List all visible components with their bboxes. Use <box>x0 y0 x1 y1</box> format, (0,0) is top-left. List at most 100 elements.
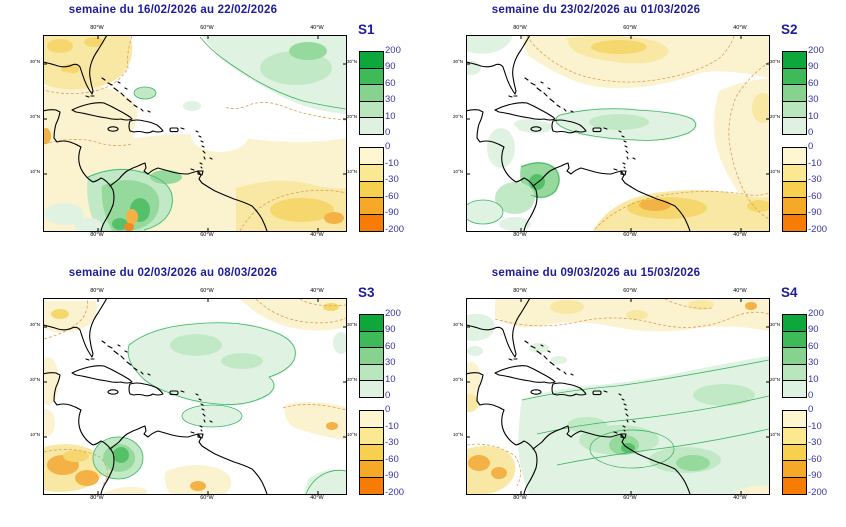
lon-tick-label: 80°W <box>90 495 104 501</box>
colorbar-cell <box>360 164 383 182</box>
lon-tick-label: 80°W <box>513 495 527 501</box>
colorbar-tick: 0 <box>808 141 814 152</box>
colorbar-tick: 30 <box>808 94 819 105</box>
colorbar-tick: -90 <box>385 470 399 481</box>
lat-tick-label: 30°N <box>452 59 463 64</box>
colorbar-tick: 0 <box>808 390 814 401</box>
lon-tick-label: 80°W <box>90 232 104 238</box>
forecast-panel-s2: semaine du 23/02/2026 au 01/03/2026 S2 8… <box>423 0 846 264</box>
lon-tick-label: 40°W <box>733 495 747 501</box>
colorbar-cell <box>783 164 806 182</box>
lat-tick-label: 30°N <box>29 59 40 64</box>
colorbar-tick: 0 <box>385 404 391 415</box>
colorbar-negative <box>782 410 807 495</box>
colorbar-tick: 60 <box>808 341 819 352</box>
colorbar-cell <box>360 68 383 86</box>
lat-tick-label: 10°N <box>347 169 358 174</box>
anomaly-map-s3 <box>43 298 347 495</box>
colorbar-tick: 90 <box>808 61 819 72</box>
lat-tick-label: 10°N <box>452 432 463 437</box>
colorbar-cell <box>360 381 383 397</box>
colorbar-tick: 30 <box>808 357 819 368</box>
lead-time-label: S1 <box>358 22 375 37</box>
colorbar-tick: 0 <box>385 127 391 138</box>
lat-tick-label: 10°N <box>29 432 40 437</box>
colorbar-tick: 10 <box>385 374 396 385</box>
colorbar-cell <box>783 444 806 462</box>
lat-tick-label: 20°N <box>452 377 463 382</box>
colorbar-tick: 90 <box>808 324 819 335</box>
colorbar-tick: -200 <box>385 224 405 235</box>
map-fill-blobs <box>44 299 346 494</box>
colorbar-cell <box>783 461 806 479</box>
colorbar-cell <box>360 85 383 102</box>
map-fill-blobs <box>467 299 769 494</box>
colorbar-cell <box>360 118 383 134</box>
panel-title: semaine du 02/03/2026 au 08/03/2026 <box>68 267 278 279</box>
lat-tick-label: 10°N <box>452 169 463 174</box>
colorbar-cell <box>783 52 806 69</box>
lat-tick-label: 20°N <box>29 377 40 382</box>
lon-tick-label: 80°W <box>90 288 104 294</box>
colorbar-positive <box>359 314 384 398</box>
colorbar-positive <box>782 51 807 135</box>
colorbar-tick: -90 <box>808 470 822 481</box>
lon-tick-label: 80°W <box>513 232 527 238</box>
map-fill-blobs <box>44 36 346 231</box>
lat-tick-label: 30°N <box>770 322 781 327</box>
lon-tick-label: 60°W <box>623 288 637 294</box>
contour-lines <box>467 36 769 230</box>
colorbar-cell <box>783 148 806 165</box>
colorbar-tick: -90 <box>385 207 399 218</box>
contour-lines <box>44 299 346 494</box>
lon-tick-label: 60°W <box>200 288 214 294</box>
lat-tick-label: 30°N <box>347 59 358 64</box>
colorbar-tick: 60 <box>385 78 396 89</box>
lon-tick-label: 80°W <box>513 288 527 294</box>
lat-tick-label: 30°N <box>770 59 781 64</box>
panel-title: semaine du 09/03/2026 au 15/03/2026 <box>491 267 701 279</box>
colorbar-tick: 0 <box>385 390 391 401</box>
colorbar-tick: -30 <box>808 437 822 448</box>
lon-tick-label: 40°W <box>733 288 747 294</box>
lon-tick-label: 60°W <box>623 232 637 238</box>
colorbar-cell <box>360 427 383 445</box>
lon-tick-label: 40°W <box>733 232 747 238</box>
colorbar-positive <box>359 51 384 135</box>
colorbar-tick: -10 <box>808 158 822 169</box>
colorbar-cell <box>783 101 806 119</box>
colorbar-tick: 30 <box>385 94 396 105</box>
colorbar-cell <box>360 198 383 216</box>
colorbar-cell <box>360 181 383 199</box>
colorbar-tick: 30 <box>385 357 396 368</box>
colorbar-cell <box>783 411 806 428</box>
lat-tick-label: 10°N <box>347 432 358 437</box>
lat-tick-label: 20°N <box>770 114 781 119</box>
colorbar-tick: -200 <box>808 224 828 235</box>
colorbar-tick: 90 <box>385 324 396 335</box>
lat-tick-label: 20°N <box>347 377 358 382</box>
colorbar-cell <box>360 348 383 365</box>
colorbar-tick: 0 <box>808 127 814 138</box>
colorbar-cell <box>783 381 806 397</box>
colorbar-tick: 0 <box>808 404 814 415</box>
colorbar-cell <box>783 348 806 365</box>
lat-tick-label: 10°N <box>770 432 781 437</box>
forecast-panel-s1: semaine du 16/02/2026 au 22/02/2026 S1 8… <box>0 0 423 264</box>
colorbar-tick: -200 <box>808 487 828 498</box>
lon-tick-label: 60°W <box>623 495 637 501</box>
colorbar-tick: -30 <box>385 174 399 185</box>
lon-tick-label: 80°W <box>90 25 104 31</box>
lon-tick-label: 60°W <box>200 495 214 501</box>
colorbar-tick: -10 <box>808 421 822 432</box>
lon-tick-label: 40°W <box>310 232 324 238</box>
forecast-panel-s4: semaine du 09/03/2026 au 15/03/2026 S4 8… <box>423 263 846 527</box>
anomaly-map-s2 <box>466 35 770 232</box>
colorbar-cell <box>783 198 806 216</box>
colorbar-cell <box>783 118 806 134</box>
colorbar-tick: 60 <box>808 78 819 89</box>
colorbar-cell <box>360 215 383 231</box>
panel-title: semaine du 23/02/2026 au 01/03/2026 <box>491 4 701 16</box>
lon-tick-label: 40°W <box>733 25 747 31</box>
